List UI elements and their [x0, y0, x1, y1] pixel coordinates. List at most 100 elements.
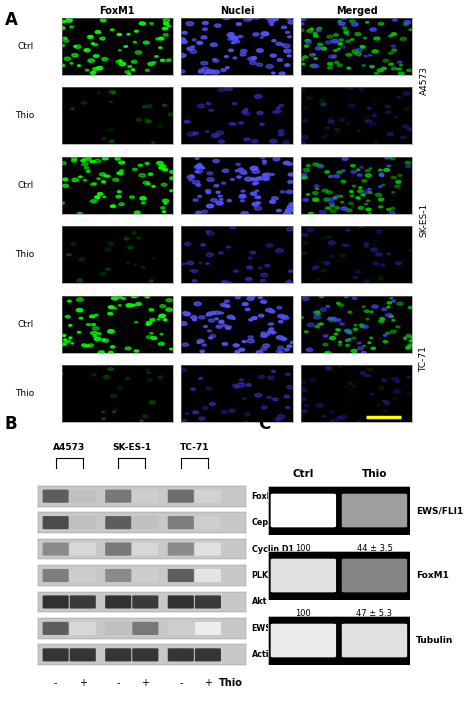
- Circle shape: [114, 410, 117, 411]
- Circle shape: [357, 420, 360, 422]
- Text: Ctrl: Ctrl: [292, 469, 314, 479]
- Circle shape: [385, 105, 391, 108]
- Circle shape: [233, 36, 237, 38]
- Circle shape: [310, 28, 314, 30]
- Circle shape: [144, 119, 150, 122]
- Text: A4573: A4573: [419, 66, 428, 95]
- Circle shape: [272, 196, 278, 200]
- Circle shape: [276, 107, 280, 109]
- Circle shape: [145, 163, 149, 165]
- FancyBboxPatch shape: [342, 624, 407, 658]
- Circle shape: [240, 200, 244, 202]
- Circle shape: [104, 175, 107, 177]
- Circle shape: [397, 61, 402, 63]
- Circle shape: [369, 54, 372, 56]
- Circle shape: [272, 370, 275, 372]
- Circle shape: [92, 327, 99, 330]
- Circle shape: [342, 27, 346, 29]
- Circle shape: [135, 322, 138, 323]
- Circle shape: [387, 302, 392, 304]
- Circle shape: [317, 27, 322, 30]
- Circle shape: [102, 411, 104, 413]
- Circle shape: [67, 253, 71, 256]
- Circle shape: [244, 18, 251, 22]
- Circle shape: [135, 51, 142, 54]
- FancyBboxPatch shape: [105, 516, 131, 529]
- Circle shape: [157, 161, 163, 165]
- Circle shape: [267, 376, 274, 379]
- Circle shape: [329, 337, 336, 340]
- Circle shape: [258, 267, 263, 269]
- Circle shape: [383, 410, 387, 412]
- Circle shape: [408, 306, 412, 308]
- Text: A: A: [5, 11, 18, 29]
- Circle shape: [63, 184, 68, 187]
- Circle shape: [348, 382, 353, 384]
- Circle shape: [286, 209, 290, 211]
- FancyBboxPatch shape: [195, 648, 221, 662]
- Circle shape: [166, 308, 173, 311]
- Circle shape: [304, 331, 308, 333]
- Circle shape: [299, 58, 304, 61]
- Circle shape: [348, 311, 352, 313]
- Circle shape: [149, 308, 154, 311]
- Circle shape: [346, 230, 350, 231]
- Circle shape: [199, 316, 205, 319]
- Circle shape: [349, 230, 352, 231]
- Circle shape: [102, 58, 108, 61]
- Circle shape: [117, 386, 123, 389]
- Circle shape: [326, 236, 331, 239]
- Circle shape: [90, 161, 95, 163]
- Circle shape: [225, 305, 230, 308]
- Circle shape: [237, 383, 245, 387]
- Circle shape: [331, 318, 334, 320]
- Circle shape: [346, 87, 351, 89]
- Circle shape: [403, 125, 409, 128]
- Circle shape: [374, 73, 378, 74]
- Circle shape: [369, 213, 372, 214]
- Circle shape: [155, 38, 160, 40]
- Circle shape: [370, 277, 373, 279]
- Text: Cyclin D1: Cyclin D1: [252, 545, 294, 553]
- Circle shape: [369, 168, 372, 169]
- Circle shape: [69, 337, 72, 339]
- Circle shape: [238, 35, 243, 38]
- Circle shape: [170, 190, 173, 191]
- Circle shape: [60, 44, 64, 46]
- Circle shape: [306, 41, 311, 44]
- Circle shape: [352, 385, 356, 387]
- Circle shape: [247, 339, 254, 343]
- Circle shape: [278, 130, 284, 132]
- Circle shape: [346, 209, 352, 212]
- Circle shape: [275, 249, 283, 253]
- FancyBboxPatch shape: [70, 596, 96, 608]
- Circle shape: [252, 203, 258, 206]
- Circle shape: [78, 65, 81, 66]
- Circle shape: [242, 341, 246, 343]
- Circle shape: [227, 246, 230, 248]
- Circle shape: [91, 71, 96, 74]
- Circle shape: [158, 125, 164, 127]
- Circle shape: [91, 183, 95, 186]
- Circle shape: [239, 379, 244, 381]
- Circle shape: [258, 375, 264, 379]
- Circle shape: [113, 178, 119, 182]
- Circle shape: [335, 128, 340, 131]
- Circle shape: [86, 170, 90, 172]
- Circle shape: [90, 315, 95, 318]
- Circle shape: [323, 334, 328, 337]
- Circle shape: [338, 366, 341, 367]
- Circle shape: [213, 59, 219, 62]
- Circle shape: [232, 384, 237, 386]
- Circle shape: [87, 324, 91, 325]
- Circle shape: [207, 191, 210, 194]
- Circle shape: [195, 157, 199, 159]
- Circle shape: [406, 165, 411, 168]
- Circle shape: [273, 398, 278, 401]
- Circle shape: [372, 305, 378, 308]
- Circle shape: [286, 386, 293, 389]
- Circle shape: [401, 260, 405, 263]
- Circle shape: [70, 63, 73, 64]
- Circle shape: [314, 184, 319, 187]
- Circle shape: [302, 410, 307, 412]
